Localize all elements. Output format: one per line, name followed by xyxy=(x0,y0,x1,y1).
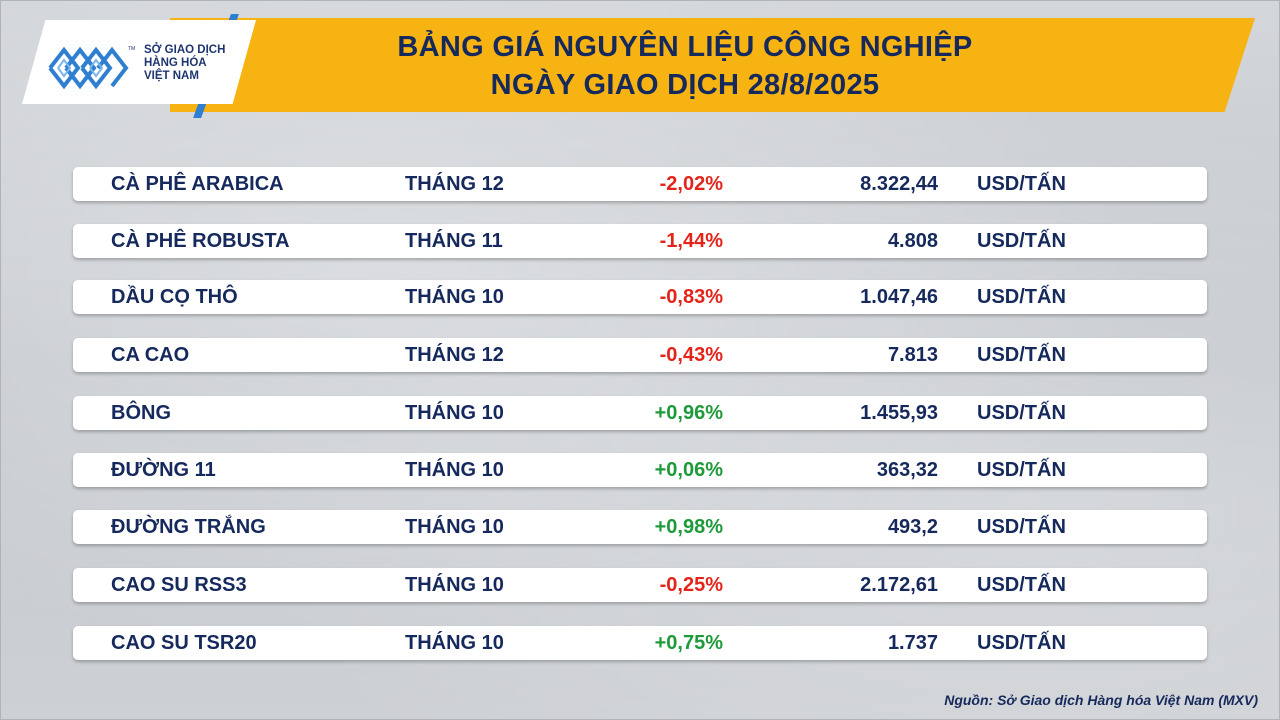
page-title: BẢNG GIÁ NGUYÊN LIỆU CÔNG NGHIỆP NGÀY GI… xyxy=(230,28,1140,104)
contract-month: THÁNG 10 xyxy=(405,516,504,538)
price-change: -1,44% xyxy=(659,230,723,252)
price-change: -0,25% xyxy=(659,574,723,596)
price-unit: USD/TẤN xyxy=(977,516,1066,538)
price-unit: USD/TẤN xyxy=(977,574,1066,596)
price-unit: USD/TẤN xyxy=(977,632,1066,654)
contract-month: THÁNG 12 xyxy=(405,344,504,366)
mxv-logo-icon xyxy=(48,46,129,90)
price-change: -2,02% xyxy=(659,173,723,195)
logo-line-1: SỞ GIAO DỊCH xyxy=(144,44,226,56)
logo-line-2: HÀNG HÓA xyxy=(144,57,207,69)
price-unit: USD/TẤN xyxy=(977,173,1066,195)
source-note: Nguồn: Sở Giao dịch Hàng hóa Việt Nam (M… xyxy=(944,692,1258,708)
contract-month: THÁNG 10 xyxy=(405,286,504,308)
table-row: CAO SU RSS3 THÁNG 10 -0,25% 2.172,61 USD… xyxy=(73,568,1207,602)
commodity-name: BÔNG xyxy=(111,402,171,424)
price-unit: USD/TẤN xyxy=(977,344,1066,366)
price-unit: USD/TẤN xyxy=(977,230,1066,252)
table-row: CA CAO THÁNG 12 -0,43% 7.813 USD/TẤN xyxy=(73,338,1207,372)
table-row: CÀ PHÊ ROBUSTA THÁNG 11 -1,44% 4.808 USD… xyxy=(73,224,1207,258)
price-unit: USD/TẤN xyxy=(977,286,1066,308)
commodity-name: CA CAO xyxy=(111,344,190,366)
price-value: 1.455,93 xyxy=(860,402,938,424)
price-unit: USD/TẤN xyxy=(977,402,1066,424)
table-row: CAO SU TSR20 THÁNG 10 +0,75% 1.737 USD/T… xyxy=(73,626,1207,660)
table-row: BÔNG THÁNG 10 +0,96% 1.455,93 USD/TẤN xyxy=(73,396,1207,430)
logo-line-3: VIỆT NAM xyxy=(144,70,199,82)
table-row: DẦU CỌ THÔ THÁNG 10 -0,83% 1.047,46 USD/… xyxy=(73,280,1207,314)
contract-month: THÁNG 10 xyxy=(405,459,504,481)
title-line-1: BẢNG GIÁ NGUYÊN LIỆU CÔNG NGHIỆP xyxy=(397,31,973,63)
price-value: 1.047,46 xyxy=(860,286,938,308)
commodity-name: CÀ PHÊ ROBUSTA xyxy=(111,230,290,252)
logo-panel xyxy=(22,20,256,104)
price-value: 8.322,44 xyxy=(860,173,938,195)
price-value: 2.172,61 xyxy=(860,574,938,596)
commodity-name: CÀ PHÊ ARABICA xyxy=(111,173,284,195)
table-row: CÀ PHÊ ARABICA THÁNG 12 -2,02% 8.322,44 … xyxy=(73,167,1207,201)
price-change: +0,06% xyxy=(654,459,723,481)
title-line-2: NGÀY GIAO DỊCH 28/8/2025 xyxy=(490,69,880,101)
price-change: +0,96% xyxy=(654,402,723,424)
logo-text: SỞ GIAO DỊCH HÀNG HÓA VIỆT NAM xyxy=(144,44,225,83)
commodity-name: ĐƯỜNG TRẮNG xyxy=(111,516,266,538)
price-change: -0,83% xyxy=(659,286,723,308)
price-value: 4.808 xyxy=(887,230,938,252)
commodity-name: CAO SU TSR20 xyxy=(111,632,257,654)
contract-month: THÁNG 12 xyxy=(405,173,504,195)
price-change: +0,98% xyxy=(654,516,723,538)
header-banner xyxy=(170,18,1255,112)
logo-trademark: TM xyxy=(128,46,136,52)
price-change: +0,75% xyxy=(654,632,723,654)
commodity-name: ĐƯỜNG 11 xyxy=(111,459,216,481)
contract-month: THÁNG 10 xyxy=(405,632,504,654)
contract-month: THÁNG 10 xyxy=(405,402,504,424)
contract-month: THÁNG 11 xyxy=(405,230,503,252)
table-row: ĐƯỜNG TRẮNG THÁNG 10 +0,98% 493,2 USD/TẤ… xyxy=(73,510,1207,544)
commodity-name: DẦU CỌ THÔ xyxy=(111,286,238,308)
price-value: 1.737 xyxy=(887,632,938,654)
price-value: 493,2 xyxy=(887,516,938,538)
price-value: 7.813 xyxy=(887,344,938,366)
contract-month: THÁNG 10 xyxy=(405,574,504,596)
price-unit: USD/TẤN xyxy=(977,459,1066,481)
commodity-name: CAO SU RSS3 xyxy=(111,574,247,596)
price-value: 363,32 xyxy=(876,459,938,481)
price-change: -0,43% xyxy=(659,344,723,366)
table-row: ĐƯỜNG 11 THÁNG 10 +0,06% 363,32 USD/TẤN xyxy=(73,453,1207,487)
